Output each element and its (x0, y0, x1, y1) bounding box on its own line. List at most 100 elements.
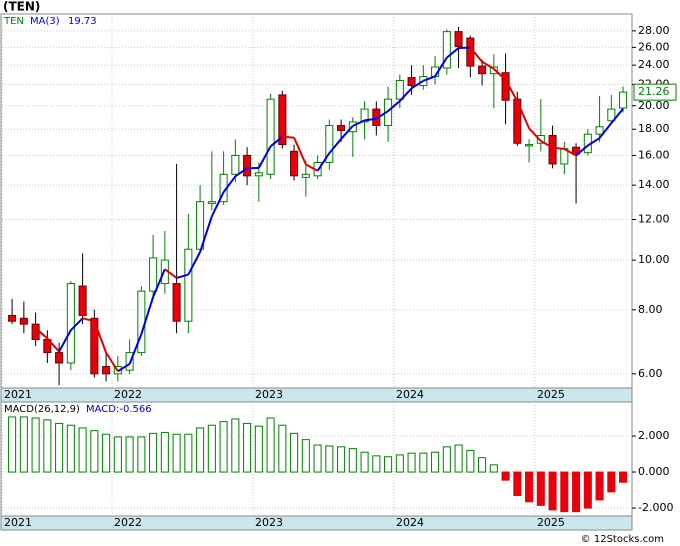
macd-bar (8, 416, 17, 473)
macd-bar (254, 425, 263, 473)
y-tick-label: -2.000 (638, 501, 673, 514)
y-tick-label: 0.000 (638, 465, 670, 478)
macd-bar (583, 471, 592, 509)
macd-bar (548, 471, 557, 511)
ma-line (234, 167, 248, 178)
year-band (0, 387, 633, 403)
candle-body (102, 366, 111, 375)
macd-bar (560, 471, 569, 513)
ma-line (399, 87, 413, 102)
macd-bar (172, 433, 181, 473)
ma-line (540, 140, 554, 149)
ma-line (434, 57, 448, 77)
ma-line (516, 100, 530, 129)
ma-line (446, 47, 460, 59)
macd-bar (137, 436, 146, 473)
macd-bar (149, 432, 158, 473)
ma-line (328, 138, 342, 154)
macd-bar (313, 444, 322, 473)
y-tick-label: 28.00 (638, 24, 670, 37)
x-tick-label: 2024 (396, 388, 424, 401)
y-tick-label: 12.00 (638, 212, 670, 225)
y-tick-label: 2.000 (638, 429, 670, 442)
x-tick-label: 2023 (255, 388, 283, 401)
macd-bar (160, 431, 169, 473)
macd-bar (395, 454, 404, 473)
macd-bar (78, 427, 87, 473)
x-tick-label: 2022 (114, 388, 142, 401)
candle-body (454, 31, 463, 47)
candle-body (90, 317, 99, 375)
macd-bar (19, 416, 28, 473)
candle-body (266, 98, 275, 175)
ma-line (93, 320, 108, 353)
macd-bar (278, 424, 287, 473)
ma-line (70, 317, 84, 331)
ma-line (199, 216, 213, 253)
macd-bar (536, 471, 545, 506)
macd-bar (301, 439, 310, 473)
legend-ma-value: 19.73 (68, 16, 97, 27)
candle-body (290, 150, 299, 177)
ma-line (481, 60, 495, 70)
macd-bar (219, 421, 228, 473)
ma-line (469, 46, 483, 63)
last-price-box (633, 83, 677, 101)
ma-line (117, 363, 131, 373)
x-tick-label: 2022 (114, 516, 142, 529)
x-tick-label: 2024 (396, 516, 424, 529)
ma-line (387, 100, 401, 112)
macd-bar (572, 471, 581, 513)
candle-body (66, 283, 75, 364)
candle-body (278, 94, 287, 146)
legend-macd: MACD(26,12,9) (4, 404, 80, 415)
macd-bar (372, 455, 381, 473)
x-tick-label: 2025 (537, 516, 565, 529)
x-tick-label: 2023 (255, 516, 283, 529)
macd-bar (489, 464, 498, 473)
ma-line (575, 144, 589, 157)
candle-body (8, 314, 17, 322)
macd-bar (442, 446, 451, 473)
candle-body (301, 173, 310, 178)
ma-line (34, 327, 49, 340)
ma-line (210, 191, 225, 217)
candle-body (536, 134, 545, 144)
watermark: © 12Stocks.com (581, 534, 664, 545)
ma-line (187, 251, 201, 276)
candle-body (407, 77, 416, 87)
macd-bar (43, 419, 52, 473)
ma-line (316, 152, 331, 172)
macd-bar (184, 433, 193, 473)
candle-body (595, 126, 604, 135)
macd-bar (196, 427, 205, 473)
candle-body (360, 108, 369, 123)
x-tick-label: 2021 (4, 388, 32, 401)
ma-line (257, 145, 272, 169)
candle-body (442, 31, 451, 69)
candle-body (207, 201, 216, 204)
macd-bar (243, 422, 252, 473)
candle-body (395, 80, 404, 100)
ma-line (140, 296, 155, 335)
ma-line (46, 337, 60, 353)
candle-body (231, 154, 240, 175)
macd-bar (113, 436, 122, 473)
candle-body (31, 323, 40, 341)
ma-line (128, 333, 143, 365)
macd-bar (102, 433, 111, 473)
macd-bar (125, 436, 134, 473)
last-price: 21.26 (638, 85, 670, 98)
candle-body (572, 146, 581, 155)
candle-body (337, 125, 346, 131)
macd-bar (207, 424, 216, 473)
candle-body (478, 65, 487, 75)
legend-ma: MA(3) (30, 16, 60, 27)
macd-bar (513, 471, 522, 496)
ma-line (598, 122, 613, 139)
macd-bar (290, 432, 299, 473)
macd-bar (466, 449, 475, 473)
y-tick-label: 26.00 (638, 40, 670, 53)
y-tick-label: 8.00 (638, 303, 663, 316)
